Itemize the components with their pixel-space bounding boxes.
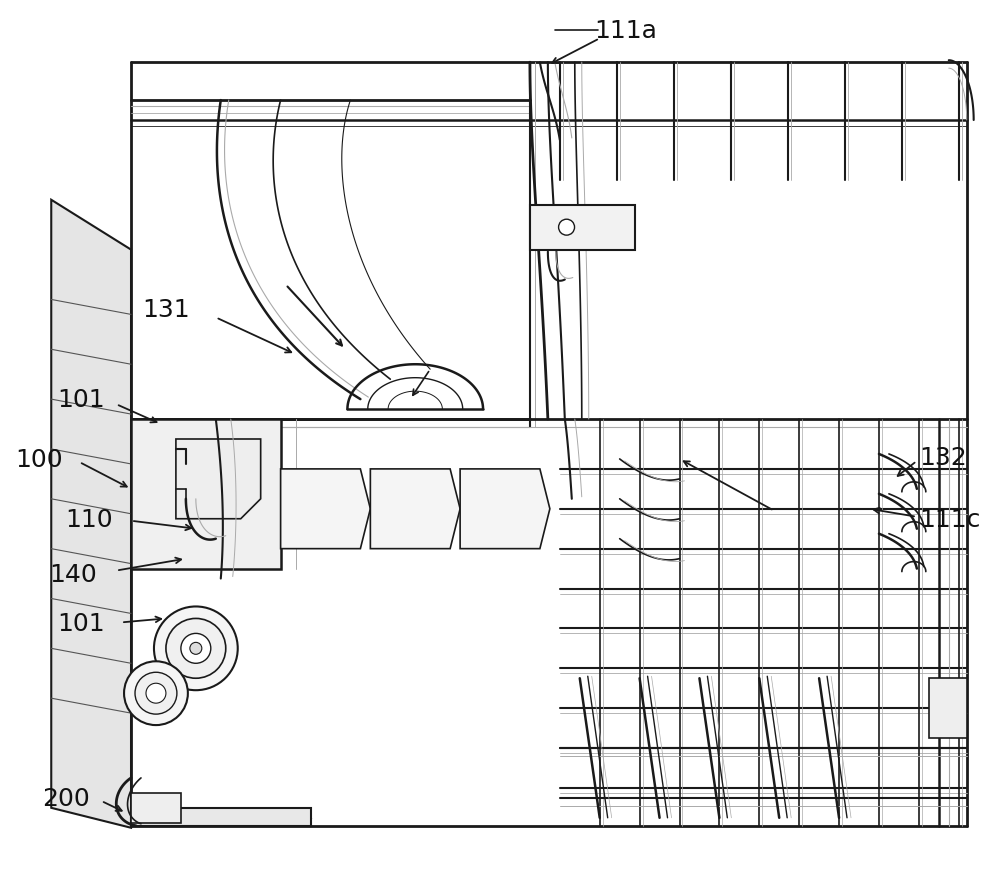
Text: 200: 200 — [42, 786, 90, 810]
Text: 111c: 111c — [919, 507, 980, 531]
Text: 101: 101 — [57, 388, 105, 411]
Polygon shape — [176, 439, 261, 519]
Bar — [530, 205, 635, 250]
Circle shape — [124, 661, 188, 725]
Circle shape — [190, 643, 202, 654]
Text: 111a: 111a — [595, 19, 658, 43]
Bar — [131, 793, 181, 823]
Bar — [131, 808, 311, 826]
Polygon shape — [460, 469, 550, 549]
Text: 140: 140 — [49, 562, 97, 586]
Polygon shape — [370, 469, 460, 549]
Text: 110: 110 — [65, 507, 113, 531]
Circle shape — [135, 673, 177, 714]
Text: 132: 132 — [919, 446, 967, 469]
Circle shape — [154, 607, 238, 690]
Text: 100: 100 — [15, 447, 63, 472]
Bar — [131, 419, 281, 569]
Circle shape — [146, 683, 166, 703]
Circle shape — [166, 618, 226, 679]
Bar — [929, 679, 967, 738]
Circle shape — [559, 220, 575, 236]
Polygon shape — [51, 201, 131, 828]
Text: 131: 131 — [142, 298, 190, 322]
Circle shape — [181, 634, 211, 664]
Text: 101: 101 — [57, 612, 105, 636]
Polygon shape — [281, 469, 370, 549]
